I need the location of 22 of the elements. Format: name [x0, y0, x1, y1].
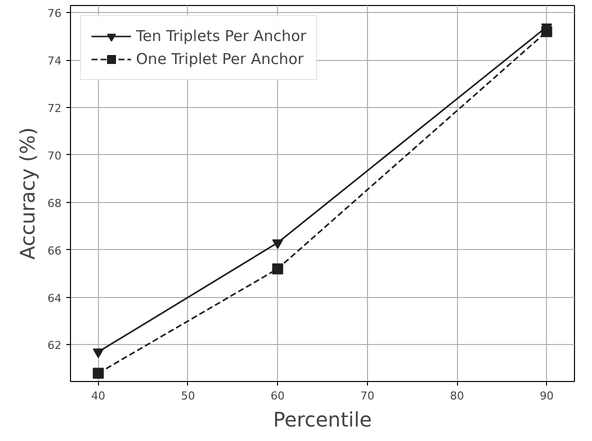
- y-tick-label: 66: [48, 244, 62, 258]
- y-tick-label: 64: [48, 292, 62, 305]
- x-tick-label: 90: [540, 390, 554, 402]
- y-axis-title: Accuracy (%): [16, 127, 40, 260]
- point: [92, 368, 104, 379]
- point: [272, 239, 284, 249]
- x-tick-label: 50: [180, 390, 195, 402]
- x-tick-label: 40: [91, 390, 106, 402]
- y-tick-label: 62: [48, 339, 62, 352]
- y-tick-label: 76: [48, 7, 62, 20]
- x-tick-label: 80: [450, 390, 464, 402]
- point: [92, 348, 104, 358]
- legend-label: One Triplet Per Anchor: [136, 50, 304, 68]
- legend-label: Ten Triplets Per Anchor: [136, 27, 306, 45]
- y-tick-label: 70: [48, 149, 62, 162]
- point: [272, 263, 284, 274]
- x-tick-label: 70: [360, 390, 374, 402]
- y-tick-label: 72: [48, 102, 62, 116]
- y-tick-label: 74: [48, 54, 62, 68]
- x-axis-title: Percentile: [273, 408, 372, 432]
- x-tick-label: 60: [270, 390, 285, 402]
- y-tick-label: 68: [48, 196, 62, 210]
